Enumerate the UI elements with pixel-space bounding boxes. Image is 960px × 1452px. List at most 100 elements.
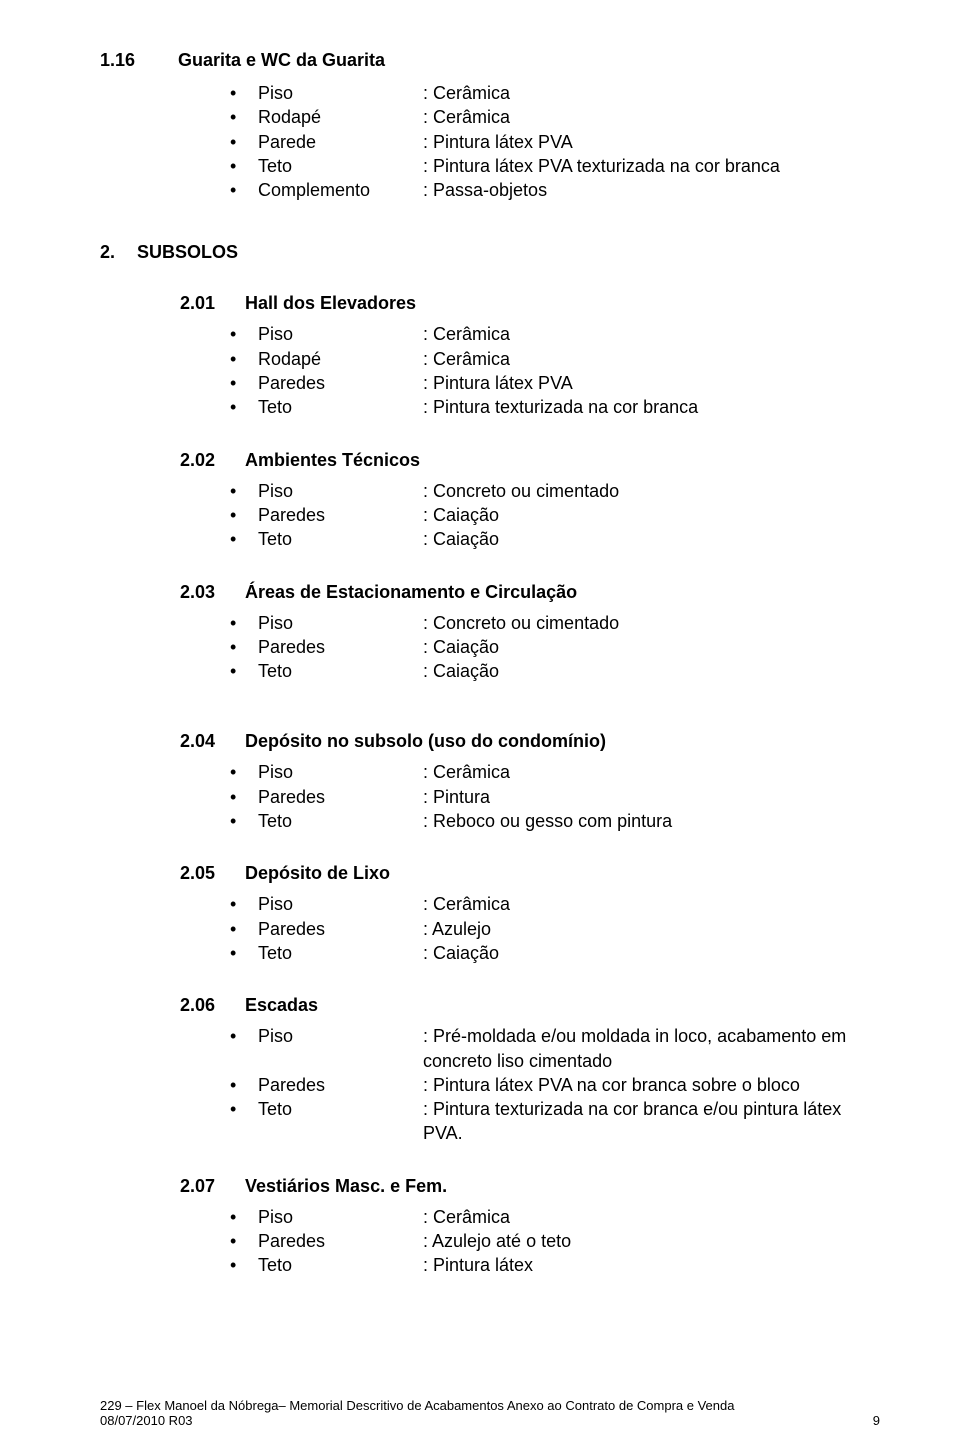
item-value: : Caiação [423, 527, 880, 551]
subsection-heading: 2.02 Ambientes Técnicos [180, 450, 880, 471]
footer: 229 – Flex Manoel da Nóbrega– Memorial D… [100, 1398, 880, 1428]
item-row: •Teto: Caiação [230, 659, 880, 683]
bullet-icon: • [230, 479, 258, 503]
item-row: •Paredes: Pintura látex PVA na cor branc… [230, 1073, 880, 1097]
item-label: Teto [258, 395, 423, 419]
subsection-heading: 2.03Áreas de Estacionamento e Circulação [180, 582, 880, 603]
item-value: : Caiação [423, 659, 880, 683]
bullet-icon: • [230, 892, 258, 916]
item-label: Rodapé [258, 105, 423, 129]
item-label: Paredes [258, 371, 423, 395]
item-row: •Rodapé: Cerâmica [230, 347, 880, 371]
item-row: •Teto: Pintura texturizada na cor branca… [230, 1097, 880, 1146]
item-value: : Concreto ou cimentado [423, 479, 880, 503]
section-number: 1.16 [100, 50, 150, 71]
bullet-icon: • [230, 527, 258, 551]
item-label: Paredes [258, 917, 423, 941]
item-value: : Pintura látex [423, 1253, 880, 1277]
item-row: •Piso: Cerâmica [230, 81, 880, 105]
item-label: Paredes [258, 785, 423, 809]
bullet-icon: • [230, 1073, 258, 1097]
item-label: Piso [258, 81, 423, 105]
bullet-icon: • [230, 941, 258, 965]
bullet-icon: • [230, 1229, 258, 1253]
item-row: •Piso: Cerâmica [230, 760, 880, 784]
item-label: Rodapé [258, 347, 423, 371]
subsolos-title: SUBSOLOS [137, 242, 238, 263]
item-value: : Pintura látex PVA [423, 371, 880, 395]
bullet-icon: • [230, 611, 258, 635]
item-value: : Pré-moldada e/ou moldada in loco, acab… [423, 1024, 880, 1073]
item-value: : Pintura texturizada na cor branca [423, 395, 880, 419]
item-row: •Teto: Caiação [230, 941, 880, 965]
item-value: : Caiação [423, 941, 880, 965]
item-row: •Teto: Caiação [230, 527, 880, 551]
subsection-number: 2.04 [180, 731, 225, 752]
subsection-number: 2.05 [180, 863, 225, 884]
bullet-icon: • [230, 322, 258, 346]
item-label: Teto [258, 527, 423, 551]
subsection-title: Hall dos Elevadores [245, 293, 416, 314]
item-value: : Pintura látex PVA na cor branca sobre … [423, 1073, 880, 1097]
item-label: Piso [258, 760, 423, 784]
subsection-number: 2.02 [180, 450, 225, 471]
subsolos-number: 2. [100, 242, 115, 263]
item-label: Paredes [258, 635, 423, 659]
subsection-number: 2.01 [180, 293, 225, 314]
item-label: Piso [258, 479, 423, 503]
item-value: : Cerâmica [423, 760, 880, 784]
subsection-heading: 2.05Depósito de Lixo [180, 863, 880, 884]
item-value: : Caiação [423, 503, 880, 527]
bullet-icon: • [230, 809, 258, 833]
footer-page-number: 9 [873, 1413, 880, 1428]
item-value: : Caiação [423, 635, 880, 659]
item-row: •Piso: Concreto ou cimentado [230, 479, 880, 503]
item-row: •Paredes: Caiação [230, 635, 880, 659]
subsection-title: Vestiários Masc. e Fem. [245, 1176, 447, 1197]
item-value: : Pintura látex PVA [423, 130, 880, 154]
item-value: : Cerâmica [423, 81, 880, 105]
item-label: Teto [258, 1253, 423, 1277]
item-label: Teto [258, 154, 423, 178]
item-label: Piso [258, 1205, 423, 1229]
subsection-heading: 2.06Escadas [180, 995, 880, 1016]
item-row: •Piso: Pré-moldada e/ou moldada in loco,… [230, 1024, 880, 1073]
bullet-icon: • [230, 760, 258, 784]
footer-line2: 08/07/2010 R03 9 [100, 1413, 880, 1428]
item-label: Paredes [258, 503, 423, 527]
bullet-icon: • [230, 785, 258, 809]
item-label: Complemento [258, 178, 423, 202]
item-row: •Paredes: Pintura [230, 785, 880, 809]
item-value: : Pintura látex PVA texturizada na cor b… [423, 154, 880, 178]
bullet-icon: • [230, 659, 258, 683]
subsection-number: 2.07 [180, 1176, 225, 1197]
bullet-icon: • [230, 154, 258, 178]
bullet-icon: • [230, 81, 258, 105]
bullet-icon: • [230, 1024, 258, 1073]
subsection-number: 2.03 [180, 582, 225, 603]
item-label: Paredes [258, 1073, 423, 1097]
item-row: •Rodapé: Cerâmica [230, 105, 880, 129]
footer-date: 08/07/2010 R03 [100, 1413, 193, 1428]
item-label: Paredes [258, 1229, 423, 1253]
item-value: : Reboco ou gesso com pintura [423, 809, 880, 833]
item-value: : Pintura texturizada na cor branca e/ou… [423, 1097, 880, 1146]
bullet-icon: • [230, 130, 258, 154]
item-value: : Cerâmica [423, 105, 880, 129]
item-row: •Teto: Pintura texturizada na cor branca [230, 395, 880, 419]
item-row: •Paredes: Pintura látex PVA [230, 371, 880, 395]
item-label: Piso [258, 1024, 423, 1073]
subsection-title: Ambientes Técnicos [245, 450, 420, 471]
item-row: •Parede: Pintura látex PVA [230, 130, 880, 154]
item-row: •Teto: Pintura látex [230, 1253, 880, 1277]
subsection-title: Depósito no subsolo (uso do condomínio) [245, 731, 606, 752]
item-row: •Teto: Pintura látex PVA texturizada na … [230, 154, 880, 178]
item-row: •Paredes: Azulejo [230, 917, 880, 941]
section-title: Guarita e WC da Guarita [178, 50, 385, 71]
item-row: •Teto: Reboco ou gesso com pintura [230, 809, 880, 833]
bullet-icon: • [230, 1097, 258, 1146]
bullet-icon: • [230, 1253, 258, 1277]
bullet-icon: • [230, 395, 258, 419]
item-value: : Passa-objetos [423, 178, 880, 202]
subsection-title: Escadas [245, 995, 318, 1016]
